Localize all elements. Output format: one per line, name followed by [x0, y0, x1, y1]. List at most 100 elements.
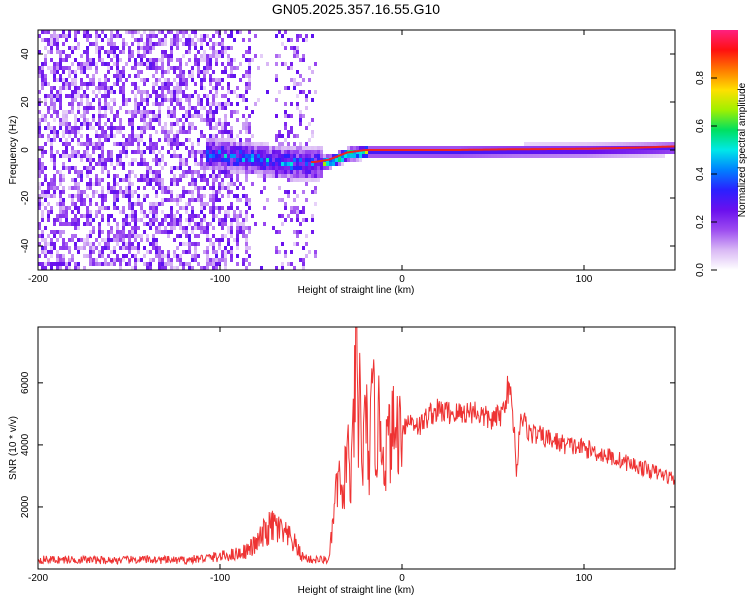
heatmap-cell [188, 234, 191, 238]
heatmap-cell [71, 210, 74, 214]
heatmap-cell [89, 166, 92, 170]
heatmap-cell [440, 146, 443, 150]
heatmap-cell [272, 158, 275, 162]
heatmap-cell [419, 150, 422, 154]
heatmap-cell [449, 154, 452, 158]
heatmap-cell [248, 202, 251, 206]
heatmap-cell [284, 162, 287, 166]
heatmap-cell [206, 254, 209, 258]
heatmap-cell [296, 38, 299, 42]
heatmap-cell [296, 70, 299, 74]
heatmap-cell [224, 214, 227, 218]
heatmap-cell [215, 190, 218, 194]
heatmap-cell [116, 58, 119, 62]
heatmap-cell [218, 130, 221, 134]
heatmap-cell [191, 122, 194, 126]
heatmap-cell [188, 110, 191, 114]
heatmap-cell [53, 110, 56, 114]
heatmap-cell [62, 82, 65, 86]
heatmap-cell [41, 30, 44, 34]
heatmap-cell [77, 138, 80, 142]
heatmap-cell [146, 234, 149, 238]
heatmap-cell [206, 62, 209, 66]
heatmap-cell [47, 110, 50, 114]
heatmap-cell [101, 86, 104, 90]
heatmap-cell [113, 74, 116, 78]
heatmap-cell [185, 62, 188, 66]
heatmap-cell [512, 146, 515, 150]
heatmap-cell [236, 158, 239, 162]
heatmap-cell [95, 162, 98, 166]
heatmap-cell [110, 238, 113, 242]
heatmap-cell [218, 162, 221, 166]
heatmap-cell [230, 102, 233, 106]
heatmap-cell [179, 206, 182, 210]
heatmap-cell [227, 158, 230, 162]
heatmap-cell [101, 106, 104, 110]
heatmap-cell [233, 166, 236, 170]
heatmap-cell [263, 186, 266, 190]
heatmap-cell [122, 42, 125, 46]
heatmap-cell [185, 226, 188, 230]
heatmap-cell [230, 246, 233, 250]
heatmap-cell [230, 130, 233, 134]
heatmap-cell [260, 166, 263, 170]
heatmap-cell [257, 150, 260, 154]
heatmap-cell [497, 150, 500, 154]
heatmap-cell [299, 58, 302, 62]
heatmap-cell [80, 82, 83, 86]
heatmap-cell [266, 166, 269, 170]
heatmap-cell [143, 230, 146, 234]
heatmap-cell [89, 262, 92, 266]
heatmap-cell [98, 86, 101, 90]
heatmap-cell [278, 230, 281, 234]
heatmap-cell [230, 166, 233, 170]
heatmap-cell [170, 102, 173, 106]
heatmap-cell [86, 118, 89, 122]
heatmap-cell [137, 242, 140, 246]
heatmap-cell [200, 114, 203, 118]
heatmap-cell [242, 98, 245, 102]
heatmap-cell [662, 142, 665, 146]
heatmap-cell [86, 206, 89, 210]
heatmap-cell [44, 74, 47, 78]
heatmap-cell [206, 102, 209, 106]
heatmap-cell [533, 146, 536, 150]
heatmap-cell [131, 42, 134, 46]
heatmap-cell [299, 166, 302, 170]
heatmap-cell [185, 174, 188, 178]
heatmap-cell [209, 134, 212, 138]
heatmap-cell [482, 154, 485, 158]
heatmap-cell [161, 262, 164, 266]
heatmap-cell [215, 138, 218, 142]
heatmap-cell [227, 186, 230, 190]
heatmap-cell [275, 138, 278, 142]
heatmap-cell [167, 58, 170, 62]
heatmap-cell [281, 166, 284, 170]
heatmap-cell [152, 58, 155, 62]
heatmap-cell [101, 166, 104, 170]
heatmap-cell [494, 146, 497, 150]
heatmap-cell [122, 150, 125, 154]
heatmap-cell [191, 170, 194, 174]
heatmap-cell [191, 114, 194, 118]
heatmap-cell [269, 162, 272, 166]
heatmap-cell [254, 162, 257, 166]
heatmap-cell [56, 110, 59, 114]
heatmap-cell [155, 142, 158, 146]
heatmap-cell [56, 186, 59, 190]
heatmap-cell [53, 230, 56, 234]
heatmap-cell [230, 182, 233, 186]
heatmap-cell [155, 82, 158, 86]
heatmap-cell [296, 154, 299, 158]
heatmap-cell [314, 170, 317, 174]
heatmap-cell [89, 66, 92, 70]
heatmap-cell [197, 170, 200, 174]
heatmap-cell [134, 254, 137, 258]
heatmap-cell [176, 246, 179, 250]
heatmap-cell [200, 42, 203, 46]
heatmap-cell [233, 74, 236, 78]
heatmap-cell [143, 158, 146, 162]
heatmap-cell [236, 186, 239, 190]
heatmap-cell [80, 202, 83, 206]
